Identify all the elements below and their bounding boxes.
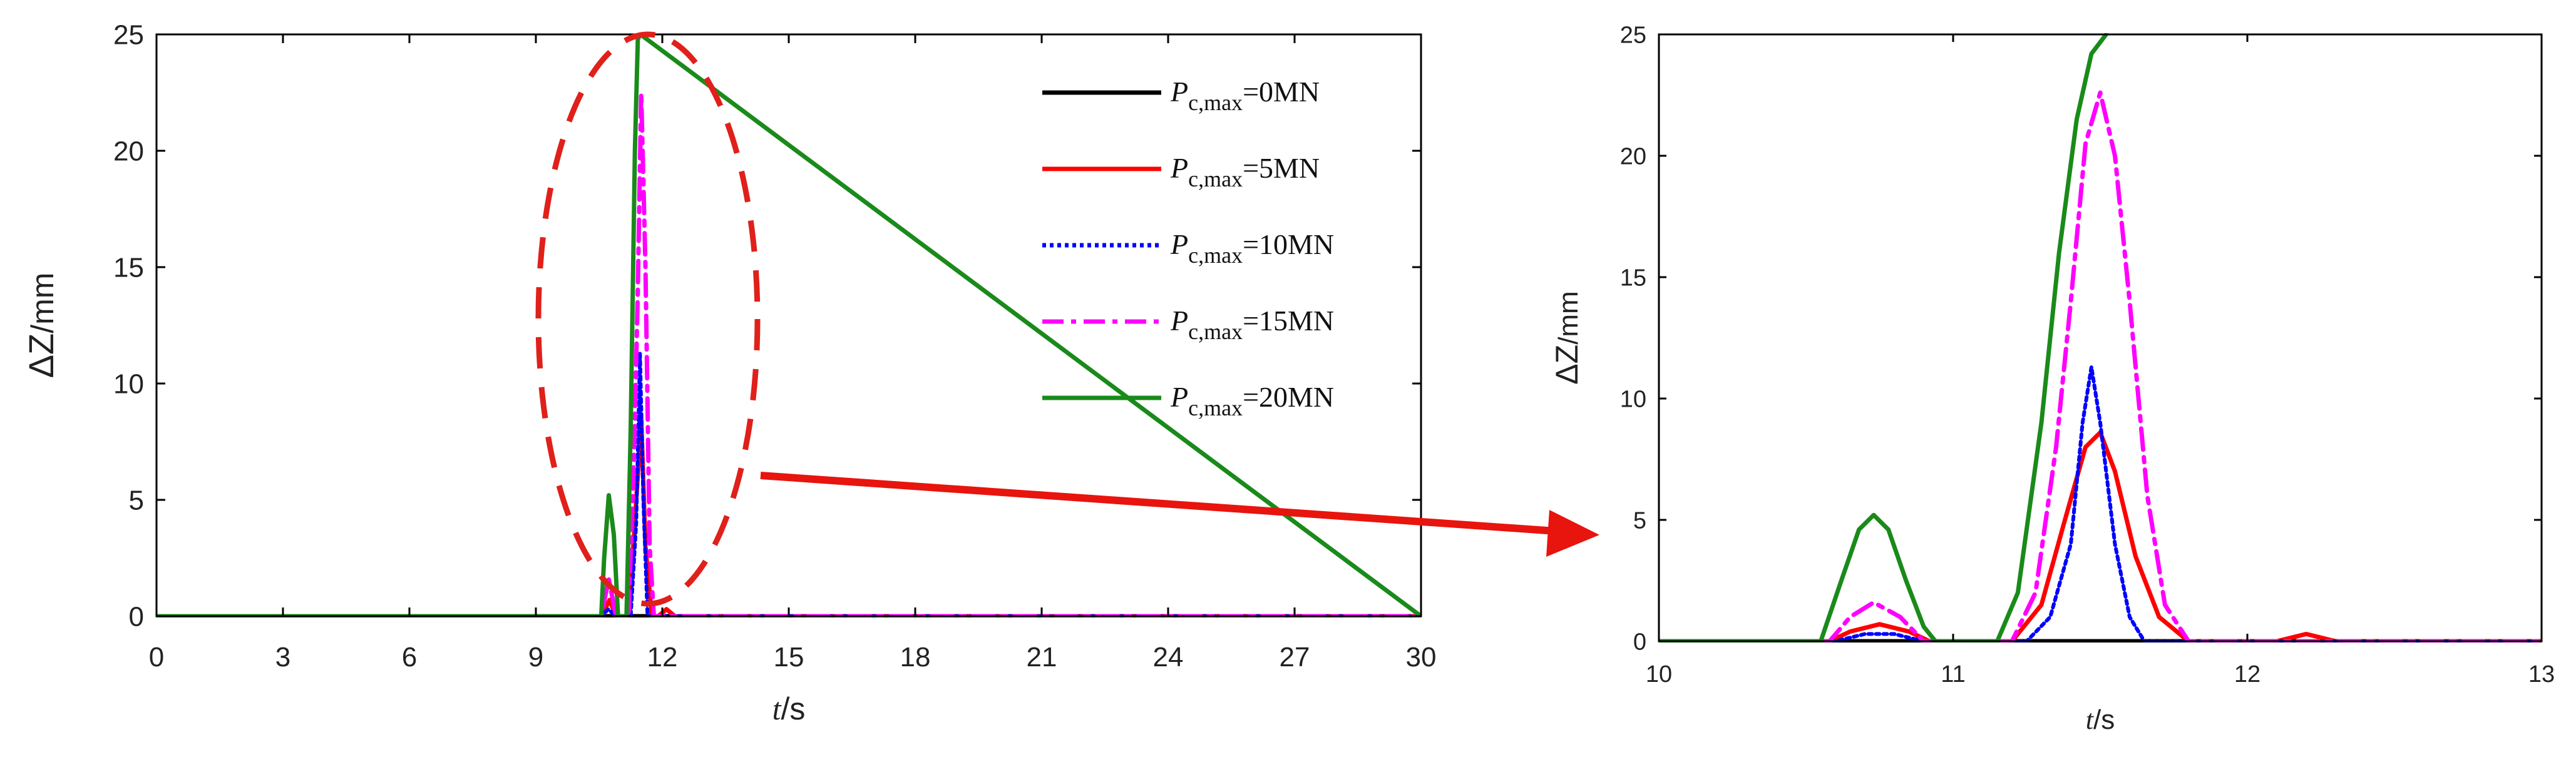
y-tick-label: 20 — [113, 136, 144, 166]
x-tick-label: 24 — [1153, 642, 1184, 673]
annotations — [535, 31, 1599, 607]
y-tick-label: 20 — [1620, 143, 1646, 170]
x-tick-label: 6 — [402, 642, 417, 673]
y-tick-label: 25 — [113, 19, 144, 50]
legend-label-3: Pc,max=15MN — [1170, 305, 1334, 344]
y-tick-label: 5 — [1633, 507, 1646, 534]
y-tick-label: 10 — [1620, 386, 1646, 412]
plot-frame — [1658, 33, 2543, 643]
x-tick-label: 18 — [900, 642, 931, 673]
x-tick-label: 21 — [1027, 642, 1057, 673]
series-line-4 — [1659, 33, 2108, 643]
x-tick-label: 12 — [647, 642, 678, 673]
x-axis-title: t/s — [2086, 704, 2115, 735]
series-line-1 — [1659, 430, 2542, 643]
y-tick-label: 15 — [1620, 265, 1646, 291]
right-chart: 10 11 12 13 0 5 10 15 20 25 t/s ΔZ/mm — [1549, 22, 2555, 735]
legend-label-4: Pc,max=20MN — [1170, 381, 1334, 420]
x-tick-label: 13 — [2528, 661, 2555, 688]
legend-label-0: Pc,max=0MN — [1170, 76, 1320, 115]
y-tick-label: 0 — [1633, 629, 1646, 655]
x-tick-label: 11 — [1941, 661, 1965, 688]
zoom-arrow-head — [1546, 510, 1599, 557]
series-group — [1659, 33, 2542, 643]
legend: Pc,max=0MN Pc,max=5MN Pc,max=10MN Pc,max=15… — [1042, 76, 1334, 420]
left-chart: 0 3 6 9 12 15 18 21 24 27 30 0 5 10 15 20 25 t/s ΔZ/mm Pc,m… — [21, 19, 1436, 726]
series-line-2 — [1659, 365, 2542, 643]
y-tick-label: 5 — [129, 485, 144, 516]
x-tick-label: 12 — [2234, 661, 2260, 688]
x-tick-label: 9 — [528, 642, 543, 673]
zoom-highlight-ellipse — [535, 31, 761, 607]
y-tick-label: 0 — [129, 601, 144, 632]
legend-label-2: Pc,max=10MN — [1170, 228, 1334, 268]
x-tick-label: 10 — [1646, 661, 1672, 688]
x-axis-title: t/s — [772, 691, 806, 726]
zoom-arrow-line — [760, 472, 1566, 536]
y-tick-label: 25 — [1620, 22, 1646, 48]
series-line-2 — [157, 351, 1421, 617]
y-tick-label: 10 — [113, 368, 144, 399]
series-line-3 — [1659, 90, 2542, 643]
x-tick-label: 15 — [774, 642, 804, 673]
y-tick-label: 15 — [113, 252, 144, 283]
x-tick-label: 3 — [275, 642, 290, 673]
x-tick-label: 30 — [1406, 642, 1437, 673]
y-axis-title: ΔZ/mm — [1549, 291, 1584, 384]
legend-label-1: Pc,max=5MN — [1170, 152, 1320, 191]
x-tick-label: 27 — [1280, 642, 1310, 673]
y-axis-title: ΔZ/mm — [21, 273, 61, 378]
series-line-1 — [157, 416, 1421, 617]
x-tick-label: 0 — [149, 642, 164, 673]
